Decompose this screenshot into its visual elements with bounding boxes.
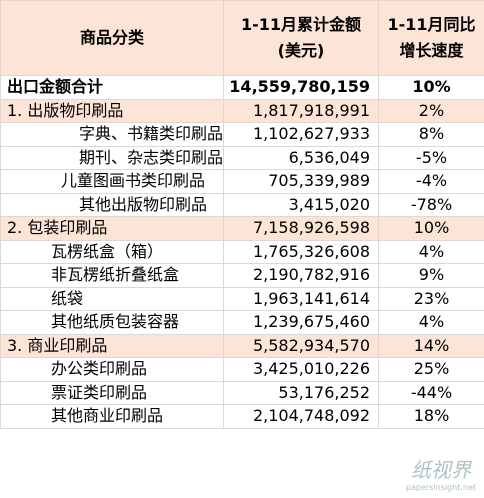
growth-cell: -5% — [378, 145, 484, 170]
growth-cell: 4% — [378, 239, 484, 264]
category-cell: 其他出版物印刷品 — [0, 192, 224, 217]
table-row: 2. 包装印刷品 7,158,926,598 10% — [0, 216, 484, 241]
growth-cell: -4% — [378, 169, 484, 194]
amount-cell: 1,817,918,991 — [223, 98, 379, 123]
growth-cell: 2% — [378, 98, 484, 123]
growth-cell: -44% — [378, 380, 484, 405]
watermark-url: papersinsight.net — [405, 483, 476, 492]
header-line: (美元) — [277, 41, 325, 60]
growth-cell: 18% — [378, 404, 484, 429]
category-cell: 期刊、杂志类印刷品 — [0, 145, 224, 170]
growth-cell: 4% — [378, 310, 484, 335]
header-cell: 商品分类 — [0, 0, 224, 76]
amount-cell: 14,559,780,159 — [223, 75, 379, 100]
amount-cell: 2,190,782,916 — [223, 263, 379, 288]
table-row: 办公类印刷品 3,425,010,226 25% — [0, 357, 484, 382]
amount-cell: 5,582,934,570 — [223, 333, 379, 358]
table-row: 其他纸质包装容器 1,239,675,460 4% — [0, 310, 484, 335]
amount-cell: 1,963,141,614 — [223, 286, 379, 311]
table-row: 1. 出版物印刷品 1,817,918,991 2% — [0, 98, 484, 123]
category-cell: 票证类印刷品 — [0, 380, 224, 405]
category-cell: 其他商业印刷品 — [0, 404, 224, 429]
header-line: 1-11月同比 — [387, 15, 476, 34]
category-cell: 瓦楞纸盒（箱） — [0, 239, 224, 264]
header-line: 1-11月累计金额 — [240, 15, 362, 34]
category-cell: 字典、书籍类印刷品 — [0, 122, 224, 147]
category-cell: 办公类印刷品 — [0, 357, 224, 382]
header-line: 增长速度 — [399, 41, 464, 60]
table-row: 瓦楞纸盒（箱） 1,765,326,608 4% — [0, 239, 484, 264]
category-cell: 3. 商业印刷品 — [0, 333, 224, 358]
table-row: 出口金额合计 14,559,780,159 10% — [0, 75, 484, 100]
category-cell: 儿童图画书类印刷品 — [0, 169, 224, 194]
growth-cell: 25% — [378, 357, 484, 382]
table-row: 期刊、杂志类印刷品 6,536,049 -5% — [0, 145, 484, 170]
header-row: 商品分类 1-11月累计金额 (美元) 1-11月同比 增长速度 — [0, 0, 484, 76]
growth-cell: 14% — [378, 333, 484, 358]
table-row: 儿童图画书类印刷品 705,339,989 -4% — [0, 169, 484, 194]
table-row: 其他商业印刷品 2,104,748,092 18% — [0, 404, 484, 429]
category-cell: 出口金额合计 — [0, 75, 224, 100]
amount-cell: 7,158,926,598 — [223, 216, 379, 241]
amount-cell: 705,339,989 — [223, 169, 379, 194]
amount-cell: 53,176,252 — [223, 380, 379, 405]
watermark: 纸视界 papersinsight.net — [406, 454, 476, 492]
amount-cell: 2,104,748,092 — [223, 404, 379, 429]
amount-cell: 1,102,627,933 — [223, 122, 379, 147]
table-row: 纸袋 1,963,141,614 23% — [0, 286, 484, 311]
growth-cell: 9% — [378, 263, 484, 288]
header-cell: 1-11月累计金额 (美元) — [223, 0, 379, 76]
data-table: 商品分类 1-11月累计金额 (美元) 1-11月同比 增长速度 出口金额合计 14,… — [0, 0, 484, 429]
growth-cell: 23% — [378, 286, 484, 311]
growth-cell: 8% — [378, 122, 484, 147]
category-cell: 非瓦楞纸折叠纸盒 — [0, 263, 224, 288]
growth-cell: -78% — [378, 192, 484, 217]
category-cell: 其他纸质包装容器 — [0, 310, 224, 335]
amount-cell: 6,536,049 — [223, 145, 379, 170]
table-row: 3. 商业印刷品 5,582,934,570 14% — [0, 333, 484, 358]
growth-cell: 10% — [378, 75, 484, 100]
amount-cell: 1,765,326,608 — [223, 239, 379, 264]
table-row: 其他出版物印刷品 3,415,020 -78% — [0, 192, 484, 217]
growth-cell: 10% — [378, 216, 484, 241]
category-cell: 纸袋 — [0, 286, 224, 311]
amount-cell: 3,425,010,226 — [223, 357, 379, 382]
table-row: 字典、书籍类印刷品 1,102,627,933 8% — [0, 122, 484, 147]
watermark-name: 纸视界 — [410, 458, 471, 482]
table-row: 票证类印刷品 53,176,252 -44% — [0, 380, 484, 405]
header-cell: 1-11月同比 增长速度 — [378, 0, 484, 76]
category-cell: 2. 包装印刷品 — [0, 216, 224, 241]
amount-cell: 1,239,675,460 — [223, 310, 379, 335]
amount-cell: 3,415,020 — [223, 192, 379, 217]
table-row: 非瓦楞纸折叠纸盒 2,190,782,916 9% — [0, 263, 484, 288]
category-cell: 1. 出版物印刷品 — [0, 98, 224, 123]
